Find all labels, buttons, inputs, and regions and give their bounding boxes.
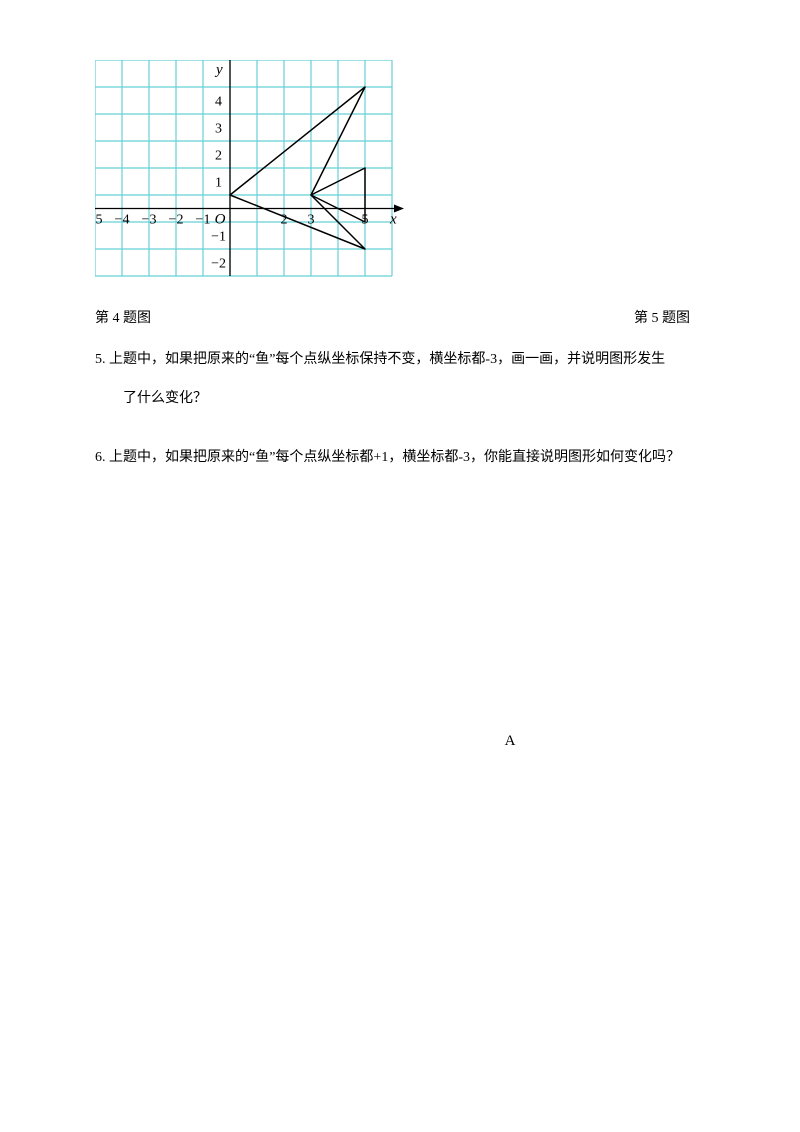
svg-text:y: y <box>214 62 223 78</box>
question-6-line1: 6. 上题中，如果把原来的“鱼”每个点纵坐标都+1，横坐标都-3，你能直接说明图… <box>95 443 725 474</box>
svg-text:x: x <box>389 212 397 228</box>
svg-text:−2: −2 <box>211 257 226 272</box>
page-root: { "chart": { "width_px": 310, "height_px… <box>0 0 800 810</box>
question-5-line1: 5. 上题中，如果把原来的“鱼”每个点纵坐标保持不变，横坐标都-3，画一画，并说… <box>95 345 725 376</box>
svg-text:O: O <box>215 212 226 228</box>
svg-text:1: 1 <box>215 176 222 191</box>
svg-text:−1: −1 <box>211 230 226 245</box>
caption-q4: 第 4 题图 <box>95 307 151 327</box>
svg-text:4: 4 <box>215 95 222 110</box>
svg-text:2: 2 <box>281 213 288 228</box>
coordinate-chart: −5−4−3−2−12351234−1−2Oxy <box>95 60 725 293</box>
svg-text:3: 3 <box>215 122 222 137</box>
svg-text:2: 2 <box>215 149 222 164</box>
svg-text:−2: −2 <box>169 213 184 228</box>
stray-letter-A: A <box>295 733 725 750</box>
svg-text:3: 3 <box>308 213 315 228</box>
chart-svg: −5−4−3−2−12351234−1−2Oxy <box>95 60 405 288</box>
caption-row: 第 4 题图 第 5 题图 <box>95 307 690 327</box>
svg-text:−4: −4 <box>115 213 130 228</box>
caption-q5: 第 5 题图 <box>634 307 690 327</box>
svg-text:−5: −5 <box>95 213 102 228</box>
svg-text:−3: −3 <box>142 213 157 228</box>
svg-text:−1: −1 <box>196 213 211 228</box>
question-5-line2: 了什么变化？ <box>95 384 725 415</box>
